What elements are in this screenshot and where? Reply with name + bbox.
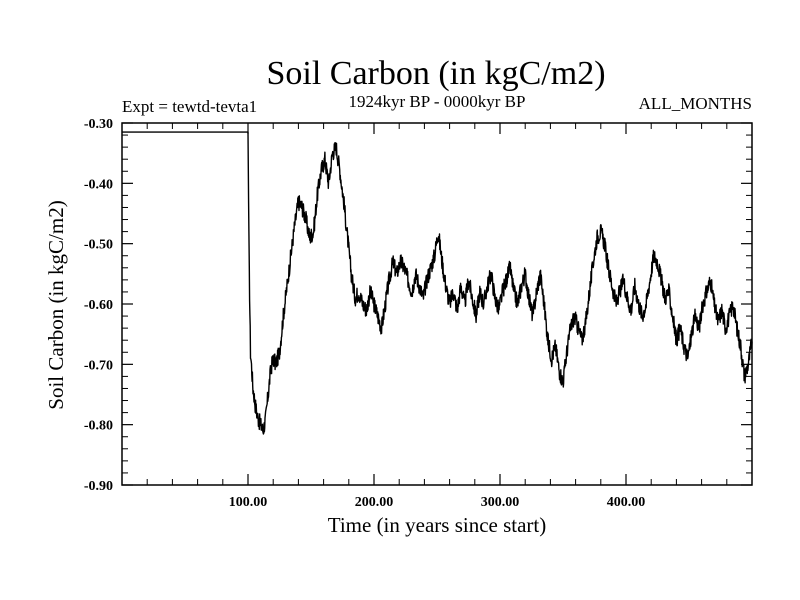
y-tick-label: -0.80 — [84, 419, 113, 434]
y-tick-label: -0.50 — [84, 238, 113, 253]
expt-label: Expt = tewtd-tevta1 — [122, 97, 257, 116]
x-tick-label: 100.00 — [229, 495, 268, 510]
x-tick-label: 300.00 — [481, 495, 520, 510]
months-label: ALL_MONTHS — [639, 94, 752, 113]
chart-title: Soil Carbon (in kgC/m2) — [266, 55, 605, 92]
y-tick-label: -0.30 — [84, 117, 113, 132]
x-tick-label: 400.00 — [607, 495, 646, 510]
y-tick-label: -0.70 — [84, 358, 113, 373]
x-axis-label: Time (in years since start) — [328, 513, 547, 537]
y-axis-label: Soil Carbon (in kgC/m2) — [44, 200, 68, 409]
y-tick-label: -0.90 — [84, 479, 113, 494]
x-tick-label: 200.00 — [355, 495, 394, 510]
chart-subtitle: 1924kyr BP - 0000kyr BP — [349, 92, 526, 111]
series-line-soil-carbon — [121, 131, 753, 435]
y-tick-label: -0.60 — [84, 298, 113, 313]
y-tick-label: -0.40 — [84, 177, 113, 192]
plot-area-frame — [121, 122, 753, 486]
